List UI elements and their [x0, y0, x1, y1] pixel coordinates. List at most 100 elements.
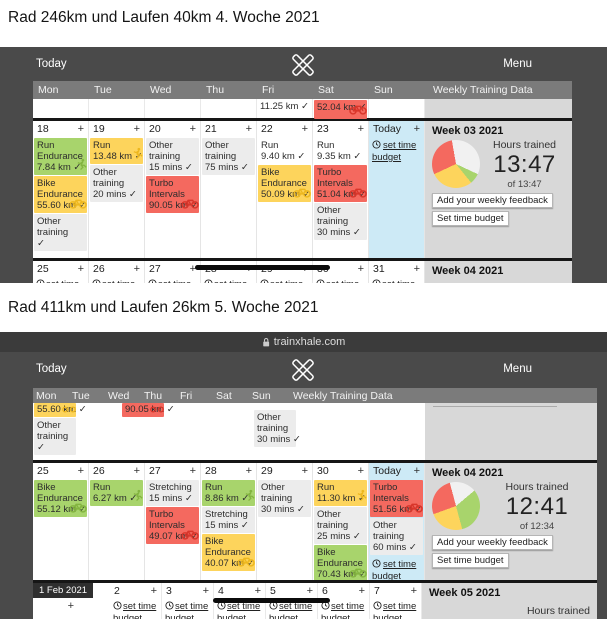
event-card[interactable]: Run 6.27 km ✓ — [90, 480, 143, 506]
add-event-button[interactable]: + — [67, 600, 74, 612]
set-time-link[interactable]: set time budget — [165, 601, 209, 619]
week-title: Week 04 2021 — [432, 467, 504, 479]
day-column: 26 + Run 6.27 km ✓ — [89, 463, 145, 580]
date-label: 18 — [37, 123, 49, 135]
set-time-budget-button[interactable]: Set time budget — [432, 553, 509, 568]
event-card[interactable]: Run 8.86 km ✓ — [202, 480, 255, 506]
event-card[interactable]: Other training 75 mins ✓ — [202, 138, 255, 175]
add-event-button[interactable]: + — [357, 263, 364, 275]
hours-budget-value: of 12:34 — [519, 520, 555, 532]
add-event-button[interactable]: + — [77, 123, 84, 135]
date-label: 20 — [149, 123, 161, 135]
event-card[interactable]: 52.04 km ✓ — [313, 99, 369, 119]
menu-button[interactable]: Menu — [503, 58, 532, 70]
add-event-button[interactable]: + — [301, 465, 308, 477]
clock-icon — [373, 601, 382, 610]
set-time-link[interactable]: set time — [145, 277, 200, 283]
today-button[interactable]: Today — [36, 58, 67, 70]
add-event-button[interactable]: + — [245, 123, 252, 135]
add-event-button[interactable]: + — [133, 123, 140, 135]
event-card[interactable]: Run 13.48 km ✓ — [90, 138, 143, 164]
add-event-button[interactable]: + — [133, 465, 140, 477]
event-card[interactable]: Turbo Intervals 49.07 km ✓ — [146, 507, 199, 544]
event-card[interactable]: 55.60 km ✓ Other training ✓ — [33, 403, 87, 456]
add-event-button[interactable]: + — [413, 123, 420, 135]
browser-url-bar[interactable]: trainxhale.com — [0, 332, 607, 352]
add-event-button[interactable]: + — [245, 465, 252, 477]
set-time-budget-link[interactable]: set time budget — [372, 559, 417, 580]
event-card[interactable]: Turbo Intervals 51.04 km ✓ — [314, 165, 367, 202]
bike-icon — [69, 198, 87, 212]
event-card[interactable]: Run 11.30 km ✓ — [314, 480, 367, 506]
event-card[interactable]: Turbo Intervals 90.05 km ✓ — [146, 176, 199, 213]
day-header: Sun — [252, 389, 271, 402]
add-event-button[interactable]: + — [202, 585, 209, 597]
weekly-feedback-button[interactable]: Add your weekly feedback — [432, 535, 553, 550]
set-time-budget-button[interactable]: Set time budget — [432, 211, 509, 226]
date-label: 27 — [149, 263, 161, 275]
event-card[interactable]: 11.25 km ✓ — [257, 99, 313, 118]
menu-button[interactable]: Menu — [503, 363, 532, 375]
event-card[interactable]: Run Endurance 7.84 km ✓ — [34, 138, 87, 175]
add-event-button[interactable]: + — [189, 465, 196, 477]
event-card[interactable]: Bike Endurance 70.43 km ✓ — [314, 545, 367, 580]
add-event-button[interactable]: + — [133, 263, 140, 275]
weekly-feedback-button[interactable]: Add your weekly feedback — [432, 193, 553, 208]
date-label: 25 — [37, 263, 49, 275]
add-event-button[interactable]: + — [410, 585, 417, 597]
add-event-button[interactable]: + — [77, 465, 84, 477]
add-event-button[interactable]: + — [301, 123, 308, 135]
event-card[interactable]: Bike Endurance 55.60 km ✓ — [34, 176, 87, 213]
set-time-link[interactable]: set time budget — [113, 601, 157, 619]
app-topbar: Today Menu — [0, 47, 607, 81]
event-card[interactable]: Bike Endurance 50.09 km ✓ — [258, 165, 311, 202]
event-card[interactable]: Other training 30 mins ✓ — [258, 480, 311, 517]
set-time-link[interactable]: set time — [201, 277, 256, 283]
trainxhale-logo-icon — [289, 356, 317, 387]
set-time-link[interactable]: set time budget — [373, 601, 417, 619]
week-title: Week 05 2021 — [429, 587, 501, 599]
date-label: 27 — [149, 465, 161, 477]
event-card[interactable]: Other training 25 mins ✓ — [314, 507, 367, 544]
date-label: 3 — [166, 585, 172, 597]
set-time-link[interactable]: set time — [33, 277, 88, 283]
add-event-button[interactable]: + — [189, 123, 196, 135]
add-event-button[interactable]: + — [413, 263, 420, 275]
set-time-link[interactable]: set time — [257, 277, 312, 283]
event-card[interactable]: Other training 30 mins ✓ — [253, 409, 301, 448]
add-event-button[interactable]: + — [413, 465, 420, 477]
event-card[interactable]: Run 9.35 km ✓ — [317, 140, 362, 162]
event-card[interactable]: 90.05 km ✓ — [121, 403, 175, 417]
set-time-budget-link[interactable]: set time budget — [372, 140, 417, 163]
add-event-button[interactable]: + — [357, 465, 364, 477]
event-card[interactable]: Stretching 15 mins ✓ — [146, 480, 199, 506]
add-event-button[interactable]: + — [358, 585, 365, 597]
clock-icon — [36, 279, 45, 283]
add-event-button[interactable]: + — [357, 123, 364, 135]
add-event-button[interactable]: + — [150, 585, 157, 597]
horizontal-scrollbar[interactable] — [195, 265, 330, 270]
event-card[interactable]: Other training 20 mins ✓ — [90, 165, 143, 202]
add-event-button[interactable]: + — [77, 263, 84, 275]
clock-icon — [372, 279, 381, 283]
today-button[interactable]: Today — [36, 363, 67, 375]
event-card[interactable]: Bike Endurance 55.12 km ✓ — [34, 480, 87, 517]
set-time-link[interactable]: set time — [89, 277, 144, 283]
horizontal-scrollbar[interactable] — [213, 598, 330, 603]
set-time-link[interactable]: set time — [313, 277, 368, 283]
add-event-button[interactable]: + — [189, 263, 196, 275]
event-card[interactable]: Run 9.40 km ✓ — [261, 140, 306, 162]
event-card[interactable]: Other training 30 mins ✓ — [314, 203, 367, 240]
weekly-panel-week04-partial: Week 04 2021 Hours trained — [425, 261, 572, 283]
add-event-button[interactable]: + — [254, 585, 261, 597]
event-card[interactable]: Bike Endurance 40.07 km ✓ — [202, 534, 255, 571]
event-card[interactable]: Other training ✓ — [34, 214, 87, 251]
event-card[interactable]: Other training 60 mins ✓ — [370, 518, 423, 555]
set-time-link[interactable]: set time — [369, 277, 424, 283]
bike-icon — [293, 187, 311, 201]
add-event-button[interactable]: + — [306, 585, 313, 597]
event-card[interactable]: Turbo Intervals 51.56 km ✓ — [370, 480, 423, 517]
event-card[interactable]: Other training 15 mins ✓ — [146, 138, 199, 175]
day-column-today: Today + Turbo Intervals 51.56 km ✓ Other t… — [369, 463, 425, 580]
event-card[interactable]: Stretching 15 mins ✓ — [202, 507, 255, 533]
